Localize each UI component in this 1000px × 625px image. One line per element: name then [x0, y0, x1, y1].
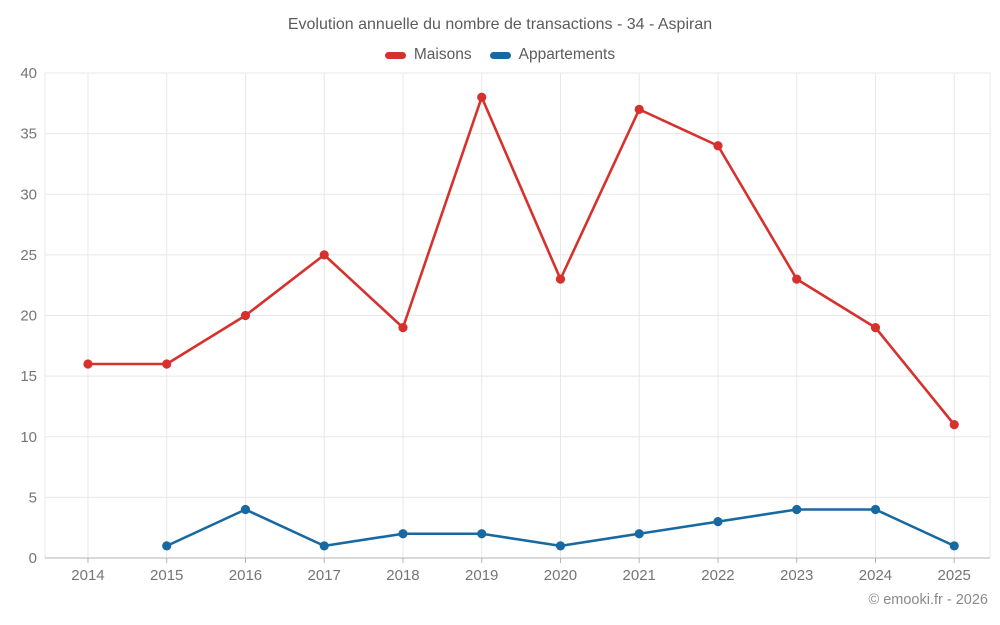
y-tick-label: 5: [29, 489, 37, 506]
appartements-point[interactable]: [949, 541, 959, 551]
x-tick-label: 2016: [229, 567, 262, 584]
y-tick-label: 40: [20, 65, 37, 82]
x-tick-label: 2020: [544, 567, 577, 584]
maisons-point[interactable]: [870, 323, 881, 333]
appartements-point[interactable]: [713, 517, 723, 527]
copyright-watermark: © emooki.fr - 2026: [868, 592, 988, 608]
x-tick-label: 2024: [859, 567, 892, 584]
maisons-line: [86, 95, 956, 426]
legend-label-maisons: Maisons: [413, 46, 472, 63]
legend-item-appartements[interactable]: Appartements: [489, 46, 616, 64]
appartements-point[interactable]: [792, 504, 802, 515]
appartements-point[interactable]: [477, 529, 487, 539]
maisons-point[interactable]: [713, 141, 723, 151]
y-tick-label: 25: [20, 247, 37, 264]
y-tick-label: 30: [20, 186, 37, 203]
y-tick-label: 0: [29, 550, 37, 567]
appartements-point[interactable]: [240, 504, 251, 515]
maisons-point[interactable]: [949, 420, 959, 430]
maisons-point[interactable]: [555, 274, 566, 284]
x-tick-label: 2019: [465, 567, 498, 584]
x-tick-label: 2018: [386, 567, 419, 584]
x-tick-label: 2015: [150, 567, 183, 584]
x-tick-label: 2014: [71, 567, 104, 584]
maisons-point[interactable]: [634, 104, 644, 114]
appartements-point[interactable]: [555, 541, 566, 551]
x-tick-label: 2023: [780, 567, 813, 584]
x-tick-label: 2022: [701, 567, 734, 584]
legend-label-appartements: Appartements: [518, 46, 616, 63]
appartements-point[interactable]: [162, 541, 172, 551]
maisons-point[interactable]: [162, 359, 172, 369]
maisons-point[interactable]: [83, 359, 93, 369]
legend-item-maisons[interactable]: Maisons: [384, 46, 472, 64]
maisons-point[interactable]: [240, 310, 251, 321]
x-tick-label: 2021: [623, 567, 656, 584]
appartements-point[interactable]: [634, 529, 644, 539]
appartements-point[interactable]: [319, 541, 329, 551]
y-tick-label: 35: [20, 126, 37, 143]
y-tick-label: 15: [20, 368, 37, 385]
y-tick-label: 20: [20, 308, 37, 325]
maisons-point[interactable]: [477, 92, 487, 102]
legend: Maisons Appartements: [0, 46, 1000, 64]
maisons-swatch-icon: [384, 51, 406, 59]
x-tick-label: 2017: [308, 567, 341, 584]
maisons-point[interactable]: [398, 323, 408, 333]
chart-title: Evolution annuelle du nombre de transact…: [287, 16, 713, 33]
appartements-point[interactable]: [870, 504, 881, 515]
appartements-swatch-icon: [489, 51, 511, 59]
maisons-point[interactable]: [792, 274, 802, 284]
maisons-point[interactable]: [319, 250, 329, 260]
appartements-point[interactable]: [398, 529, 408, 539]
x-tick-label: 2025: [938, 567, 971, 584]
y-tick-label: 10: [20, 429, 37, 446]
